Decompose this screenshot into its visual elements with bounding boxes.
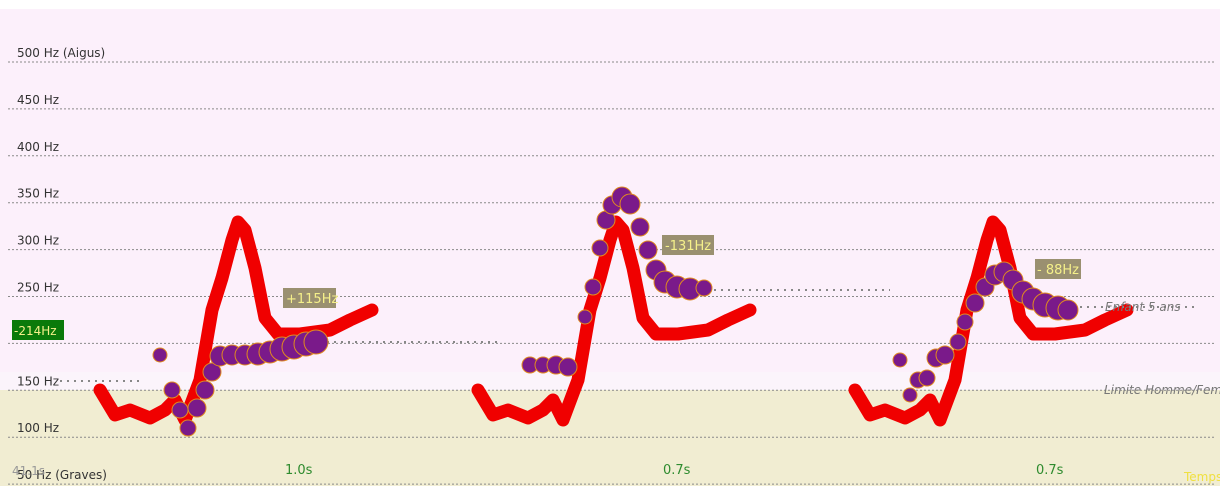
- y-tick-label: 300 Hz: [17, 234, 59, 248]
- voice-point: [303, 329, 329, 355]
- grid: 500 Hz (Aigus) 450 Hz 400 Hz 350 Hz 300 Hz 25…: [8, 46, 1215, 485]
- voice-point: [949, 333, 967, 351]
- voice-point: [695, 279, 713, 297]
- deviation: -131Hz: [665, 239, 711, 254]
- voice-point: [577, 309, 593, 325]
- high-zone: [0, 9, 1220, 372]
- y-tick-label: 150 Hz: [17, 374, 59, 388]
- child-label: Enfant 5 ans: [1105, 300, 1181, 314]
- voice-point: [558, 357, 578, 377]
- voice-point: [195, 380, 215, 400]
- y-tick-label: 350 Hz: [17, 187, 59, 201]
- voice-point: [179, 419, 197, 437]
- y-tick-label: 100 Hz: [17, 421, 59, 435]
- timer: 41.1s: [12, 464, 45, 478]
- y-tick-label: 450 Hz: [17, 93, 59, 107]
- target-lines: [60, 289, 1195, 382]
- current-box: [12, 320, 64, 340]
- voice-point: [1057, 299, 1079, 321]
- deviation-box: [1035, 259, 1081, 279]
- voice-point: [619, 193, 641, 215]
- voice-point: [935, 345, 955, 365]
- voice-point: [171, 401, 189, 419]
- voice-point: [152, 347, 168, 363]
- mid-zone: [0, 372, 1220, 390]
- y-tick-label: 500 Hz (Aigus): [17, 46, 105, 60]
- voice-point: [584, 278, 602, 296]
- voice-point: [638, 240, 658, 260]
- voice-point: [892, 352, 908, 368]
- voice-point: [187, 398, 207, 418]
- y-tick-label: 400 Hz: [17, 140, 59, 154]
- deviation-box: [283, 288, 336, 308]
- deviation-box: [662, 235, 714, 255]
- current-deviation: -214Hz: [14, 324, 57, 338]
- voice-point: [956, 313, 974, 331]
- time-axis-label: Temps: [1183, 470, 1220, 484]
- deviation: +115Hz: [286, 292, 338, 307]
- top-strip: [0, 0, 1220, 9]
- y-tick-label: 50 Hz (Graves): [17, 468, 107, 482]
- duration: 1.0s: [285, 463, 313, 478]
- voice-point: [591, 239, 609, 257]
- voice-point: [202, 362, 222, 382]
- voice-point: [630, 217, 650, 237]
- limit-label: Limite Homme/Femme: [1104, 383, 1220, 397]
- voice-point: [902, 387, 918, 403]
- duration: 0.7s: [663, 463, 691, 478]
- duration: 0.7s: [1036, 463, 1064, 478]
- voice-point: [163, 381, 181, 399]
- deviation: - 88Hz: [1037, 263, 1079, 278]
- voice-points: [152, 186, 1079, 437]
- y-tick-label: 250 Hz: [17, 281, 59, 295]
- voice-point: [965, 293, 985, 313]
- voice-point: [918, 369, 936, 387]
